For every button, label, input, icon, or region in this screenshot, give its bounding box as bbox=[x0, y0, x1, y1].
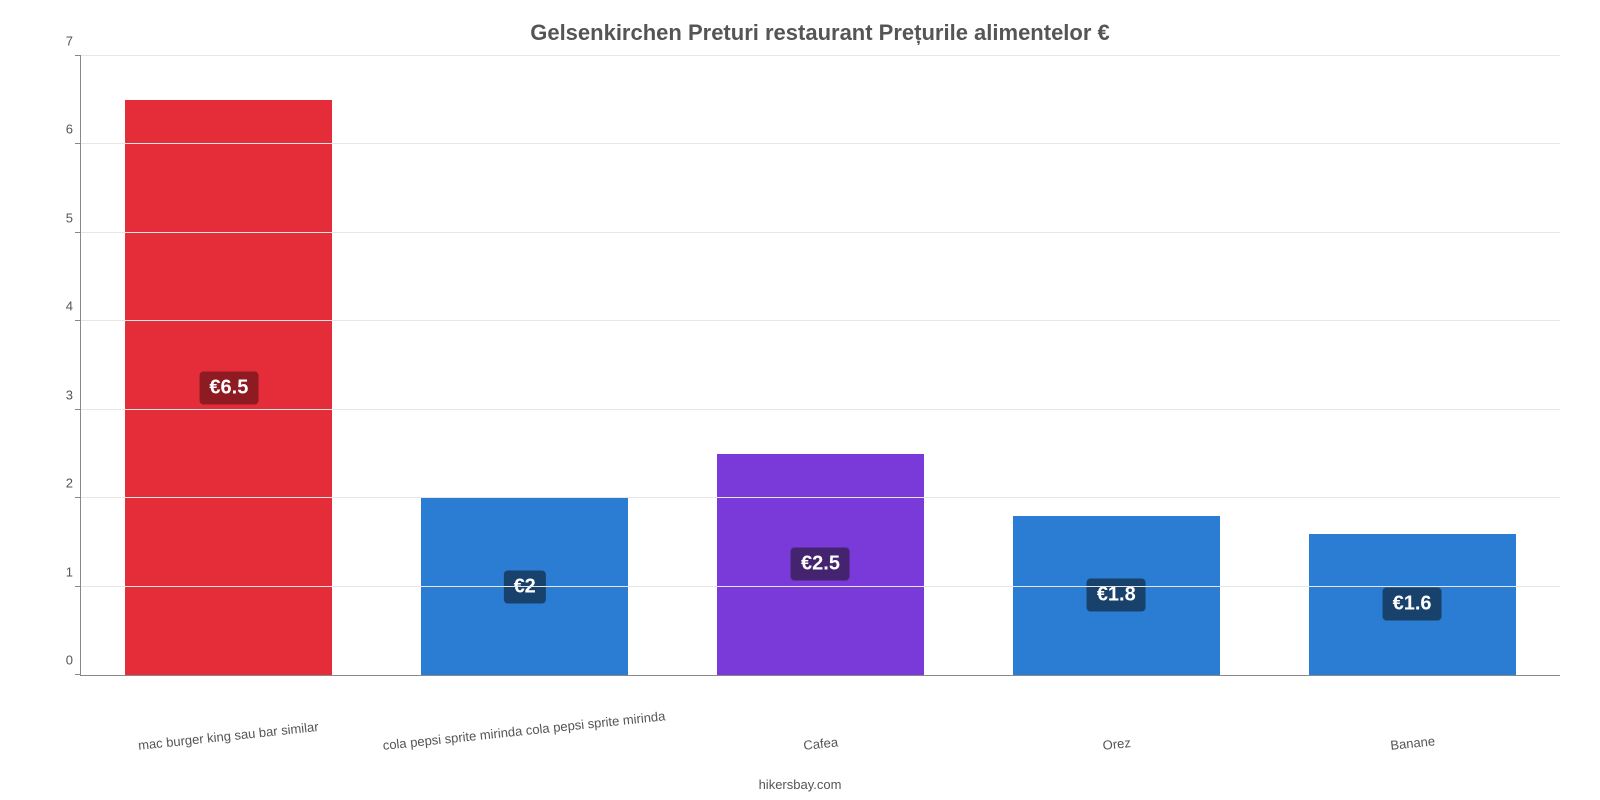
y-tick-label: 2 bbox=[51, 476, 73, 491]
y-tick-mark bbox=[75, 674, 81, 675]
grid-line bbox=[81, 232, 1560, 233]
bar-slot: €6.5 bbox=[81, 56, 377, 675]
bar: €6.5 bbox=[125, 100, 332, 675]
y-tick-mark bbox=[75, 497, 81, 498]
x-axis-label: Cafea bbox=[803, 734, 839, 753]
y-tick-mark bbox=[75, 409, 81, 410]
x-label-slot: Banane bbox=[1264, 730, 1560, 770]
y-tick-label: 7 bbox=[51, 34, 73, 49]
x-axis-labels: mac burger king sau bar similarcola peps… bbox=[80, 730, 1560, 770]
grid-line bbox=[81, 586, 1560, 587]
y-tick-mark bbox=[75, 320, 81, 321]
x-label-slot: Orez bbox=[968, 730, 1264, 770]
grid-line bbox=[81, 497, 1560, 498]
y-tick-mark bbox=[75, 143, 81, 144]
y-tick-label: 1 bbox=[51, 564, 73, 579]
y-tick-label: 5 bbox=[51, 210, 73, 225]
grid-line bbox=[81, 320, 1560, 321]
x-label-slot: cola pepsi sprite mirinda cola pepsi spr… bbox=[376, 730, 672, 770]
plot-area: €6.5€2€2.5€1.8€1.6 01234567 bbox=[80, 56, 1560, 676]
bar: €2.5 bbox=[717, 454, 924, 675]
y-tick-mark bbox=[75, 586, 81, 587]
x-axis-label: cola pepsi sprite mirinda cola pepsi spr… bbox=[382, 708, 666, 753]
value-badge: €1.6 bbox=[1383, 588, 1442, 621]
bar-slot: €1.8 bbox=[968, 56, 1264, 675]
bar-slot: €2 bbox=[377, 56, 673, 675]
bars-row: €6.5 €2 €2.5 €1.8 €1.6 bbox=[81, 56, 1560, 675]
value-badge: €1.8 bbox=[1087, 579, 1146, 612]
y-tick-mark bbox=[75, 55, 81, 56]
y-tick-label: 4 bbox=[51, 299, 73, 314]
bar-slot: €1.6 bbox=[1264, 56, 1560, 675]
x-axis-label: mac burger king sau bar similar bbox=[137, 719, 319, 753]
bar-slot: €2.5 bbox=[673, 56, 969, 675]
bar-chart: Gelsenkirchen Preturi restaurant Prețuri… bbox=[0, 0, 1600, 800]
value-badge: €2 bbox=[504, 570, 546, 603]
bar: €2 bbox=[421, 498, 628, 675]
y-tick-mark bbox=[75, 232, 81, 233]
x-label-slot: Cafea bbox=[672, 730, 968, 770]
chart-footer: hikersbay.com bbox=[0, 777, 1600, 792]
chart-title: Gelsenkirchen Preturi restaurant Prețuri… bbox=[80, 20, 1560, 46]
x-label-slot: mac burger king sau bar similar bbox=[80, 730, 376, 770]
y-tick-label: 3 bbox=[51, 387, 73, 402]
x-axis-label: Orez bbox=[1102, 735, 1132, 753]
bar: €1.8 bbox=[1013, 516, 1220, 675]
bar: €1.6 bbox=[1309, 534, 1516, 675]
y-tick-label: 0 bbox=[51, 653, 73, 668]
grid-line bbox=[81, 143, 1560, 144]
grid-line bbox=[81, 409, 1560, 410]
y-tick-label: 6 bbox=[51, 122, 73, 137]
x-axis-label: Banane bbox=[1390, 733, 1436, 753]
grid-line bbox=[81, 55, 1560, 56]
value-badge: €2.5 bbox=[791, 548, 850, 581]
value-badge: €6.5 bbox=[199, 371, 258, 404]
